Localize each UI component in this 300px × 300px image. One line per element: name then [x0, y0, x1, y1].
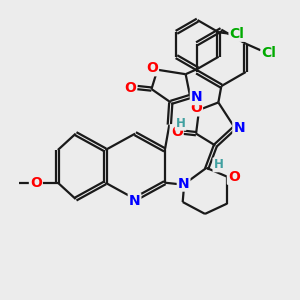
Text: O: O: [124, 81, 136, 94]
Text: N: N: [129, 194, 140, 208]
Text: H: H: [176, 117, 186, 130]
Text: O: O: [228, 170, 240, 184]
Text: N: N: [233, 121, 245, 135]
Text: O: O: [146, 61, 158, 75]
Text: O: O: [30, 176, 42, 190]
Text: H: H: [213, 158, 223, 171]
Text: Cl: Cl: [230, 27, 244, 41]
Text: N: N: [178, 177, 189, 190]
Text: O: O: [190, 101, 202, 116]
Text: O: O: [171, 125, 183, 139]
Text: Cl: Cl: [262, 46, 276, 60]
Text: N: N: [191, 90, 203, 104]
